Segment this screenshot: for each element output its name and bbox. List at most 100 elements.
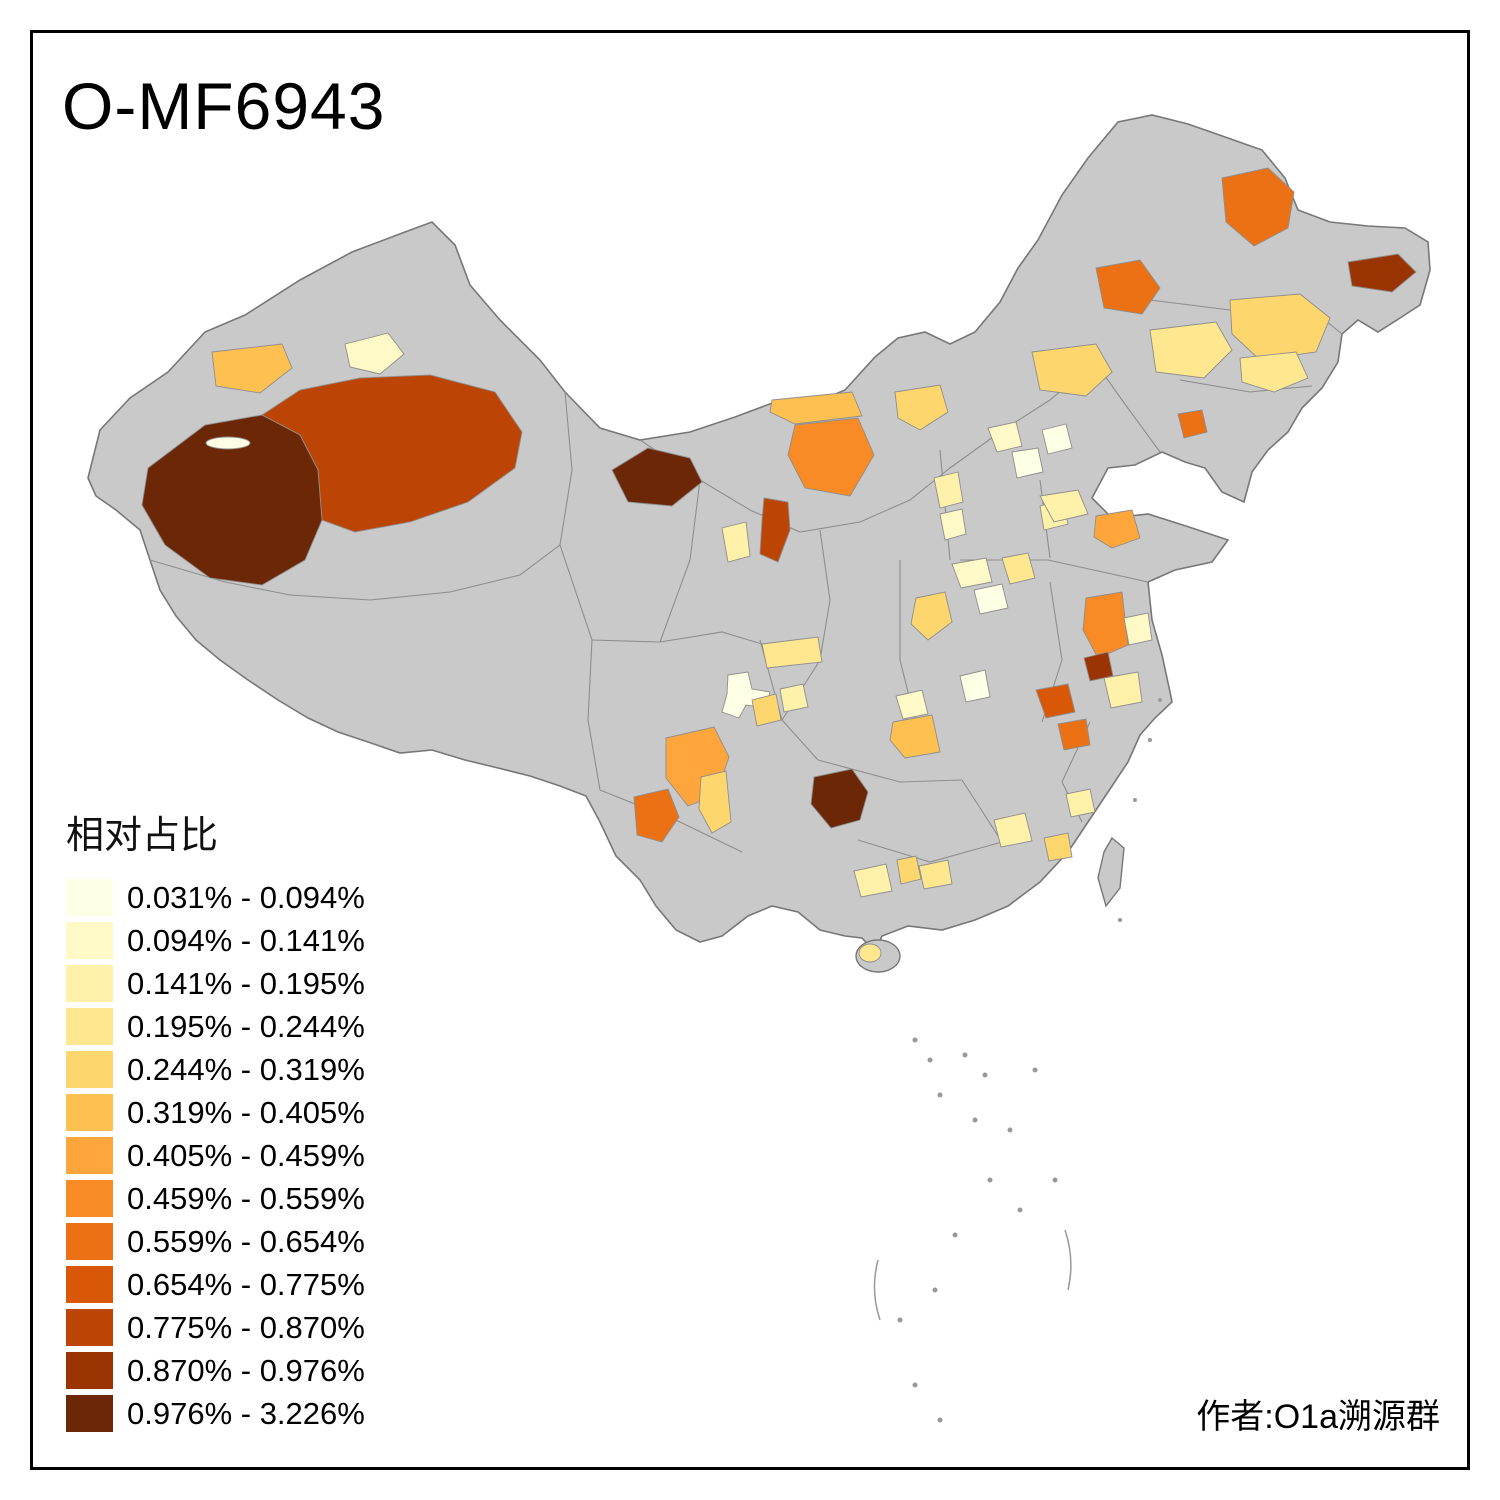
- legend-label: 0.094% - 0.141%: [127, 922, 365, 958]
- map-region: [751, 693, 782, 727]
- province-boundaries: [149, 299, 1343, 863]
- map-region: [993, 812, 1033, 848]
- legend-swatch: [66, 1266, 113, 1303]
- map-region: [141, 414, 323, 586]
- map-region: [761, 636, 823, 669]
- map-region: [895, 689, 929, 720]
- map-region: [973, 583, 1009, 615]
- map-region: [1123, 612, 1153, 646]
- legend-label: 0.319% - 0.405%: [127, 1094, 365, 1130]
- map-region: [959, 669, 991, 703]
- legend-label: 0.559% - 0.654%: [127, 1223, 365, 1259]
- map-region: [1082, 591, 1129, 659]
- legend-swatch: [66, 1008, 113, 1045]
- map-region: [344, 332, 405, 375]
- map-region: [939, 508, 967, 541]
- map-region: [1011, 447, 1044, 479]
- map-region: [1039, 489, 1089, 523]
- legend-item: 0.459% - 0.559%: [66, 1180, 365, 1217]
- legend-item: 0.775% - 0.870%: [66, 1309, 365, 1346]
- legend-item: 0.031% - 0.094%: [66, 879, 365, 916]
- map-region: [1065, 788, 1096, 818]
- legend-label: 0.976% - 3.226%: [127, 1395, 365, 1431]
- legend-item: 0.559% - 0.654%: [66, 1223, 365, 1260]
- south-china-sea-islands: [873, 698, 1162, 1423]
- taiwan-island: [1097, 836, 1125, 908]
- legend-label: 0.870% - 0.976%: [127, 1352, 365, 1388]
- legend-swatch: [66, 922, 113, 959]
- legend-item: 0.094% - 0.141%: [66, 922, 365, 959]
- map-region: [759, 497, 791, 563]
- legend-item: 0.244% - 0.319%: [66, 1051, 365, 1088]
- legend-swatch: [66, 1051, 113, 1088]
- legend-label: 0.031% - 0.094%: [127, 879, 365, 915]
- colored-regions: [141, 167, 1417, 898]
- map-region: [894, 384, 949, 431]
- map-region: [1093, 509, 1141, 549]
- legend-swatch: [66, 1137, 113, 1174]
- map-region: [933, 471, 964, 509]
- legend: 相对占比 0.031% - 0.094% 0.094% - 0.141% 0.1…: [66, 804, 365, 1438]
- map-region: [205, 436, 251, 450]
- map-region: [1057, 718, 1091, 751]
- legend-item: 0.870% - 0.976%: [66, 1352, 365, 1389]
- map-region: [1347, 253, 1417, 293]
- legend-items: 0.031% - 0.094% 0.094% - 0.141% 0.141% -…: [66, 879, 365, 1432]
- map-region: [211, 343, 293, 394]
- map-region: [1229, 293, 1331, 361]
- map-region: [1031, 343, 1113, 397]
- legend-label: 0.141% - 0.195%: [127, 965, 365, 1001]
- map-region: [1043, 832, 1073, 862]
- map-region: [858, 943, 882, 963]
- plot-title: O-MF6943: [62, 69, 386, 143]
- map-region: [1001, 552, 1036, 585]
- legend-swatch: [66, 965, 113, 1002]
- legend-swatch: [66, 1352, 113, 1389]
- map-region: [1177, 409, 1208, 439]
- legend-swatch: [66, 1180, 113, 1217]
- map-region: [951, 557, 993, 589]
- map-region: [889, 714, 941, 759]
- legend-label: 0.244% - 0.319%: [127, 1051, 365, 1087]
- legend-item: 0.319% - 0.405%: [66, 1094, 365, 1131]
- map-region: [1035, 683, 1076, 719]
- map-region: [1041, 423, 1073, 455]
- attribution: 作者:O1a溯源群: [1196, 1398, 1440, 1436]
- map-region: [779, 683, 809, 713]
- map-region: [1103, 671, 1143, 709]
- legend-label: 0.459% - 0.559%: [127, 1180, 365, 1216]
- legend-item: 0.195% - 0.244%: [66, 1008, 365, 1045]
- legend-label: 0.654% - 0.775%: [127, 1266, 365, 1302]
- map-region: [633, 788, 680, 843]
- legend-swatch: [66, 879, 113, 916]
- map-region: [1095, 259, 1161, 315]
- legend-item: 0.654% - 0.775%: [66, 1266, 365, 1303]
- map-region: [918, 859, 953, 890]
- map-region: [896, 855, 922, 885]
- legend-label: 0.405% - 0.459%: [127, 1137, 365, 1173]
- map-region: [698, 770, 732, 834]
- map-region: [1149, 321, 1233, 379]
- legend-label: 0.775% - 0.870%: [127, 1309, 365, 1345]
- legend-swatch: [66, 1223, 113, 1260]
- map-region: [810, 768, 869, 829]
- map-region: [611, 447, 703, 507]
- map-region: [787, 417, 875, 497]
- legend-swatch: [66, 1094, 113, 1131]
- legend-label: 0.195% - 0.244%: [127, 1008, 365, 1044]
- map-region: [1239, 351, 1309, 393]
- legend-swatch: [66, 1395, 113, 1432]
- legend-swatch: [66, 1309, 113, 1346]
- map-region: [910, 591, 953, 641]
- legend-item: 0.405% - 0.459%: [66, 1137, 365, 1174]
- legend-item: 0.141% - 0.195%: [66, 965, 365, 1002]
- legend-item: 0.976% - 3.226%: [66, 1395, 365, 1432]
- legend-title: 相对占比: [66, 815, 219, 857]
- map-region: [1221, 167, 1295, 247]
- map-region: [769, 391, 863, 425]
- map-region: [987, 421, 1023, 453]
- map-region: [853, 863, 893, 898]
- map-region: [721, 521, 751, 563]
